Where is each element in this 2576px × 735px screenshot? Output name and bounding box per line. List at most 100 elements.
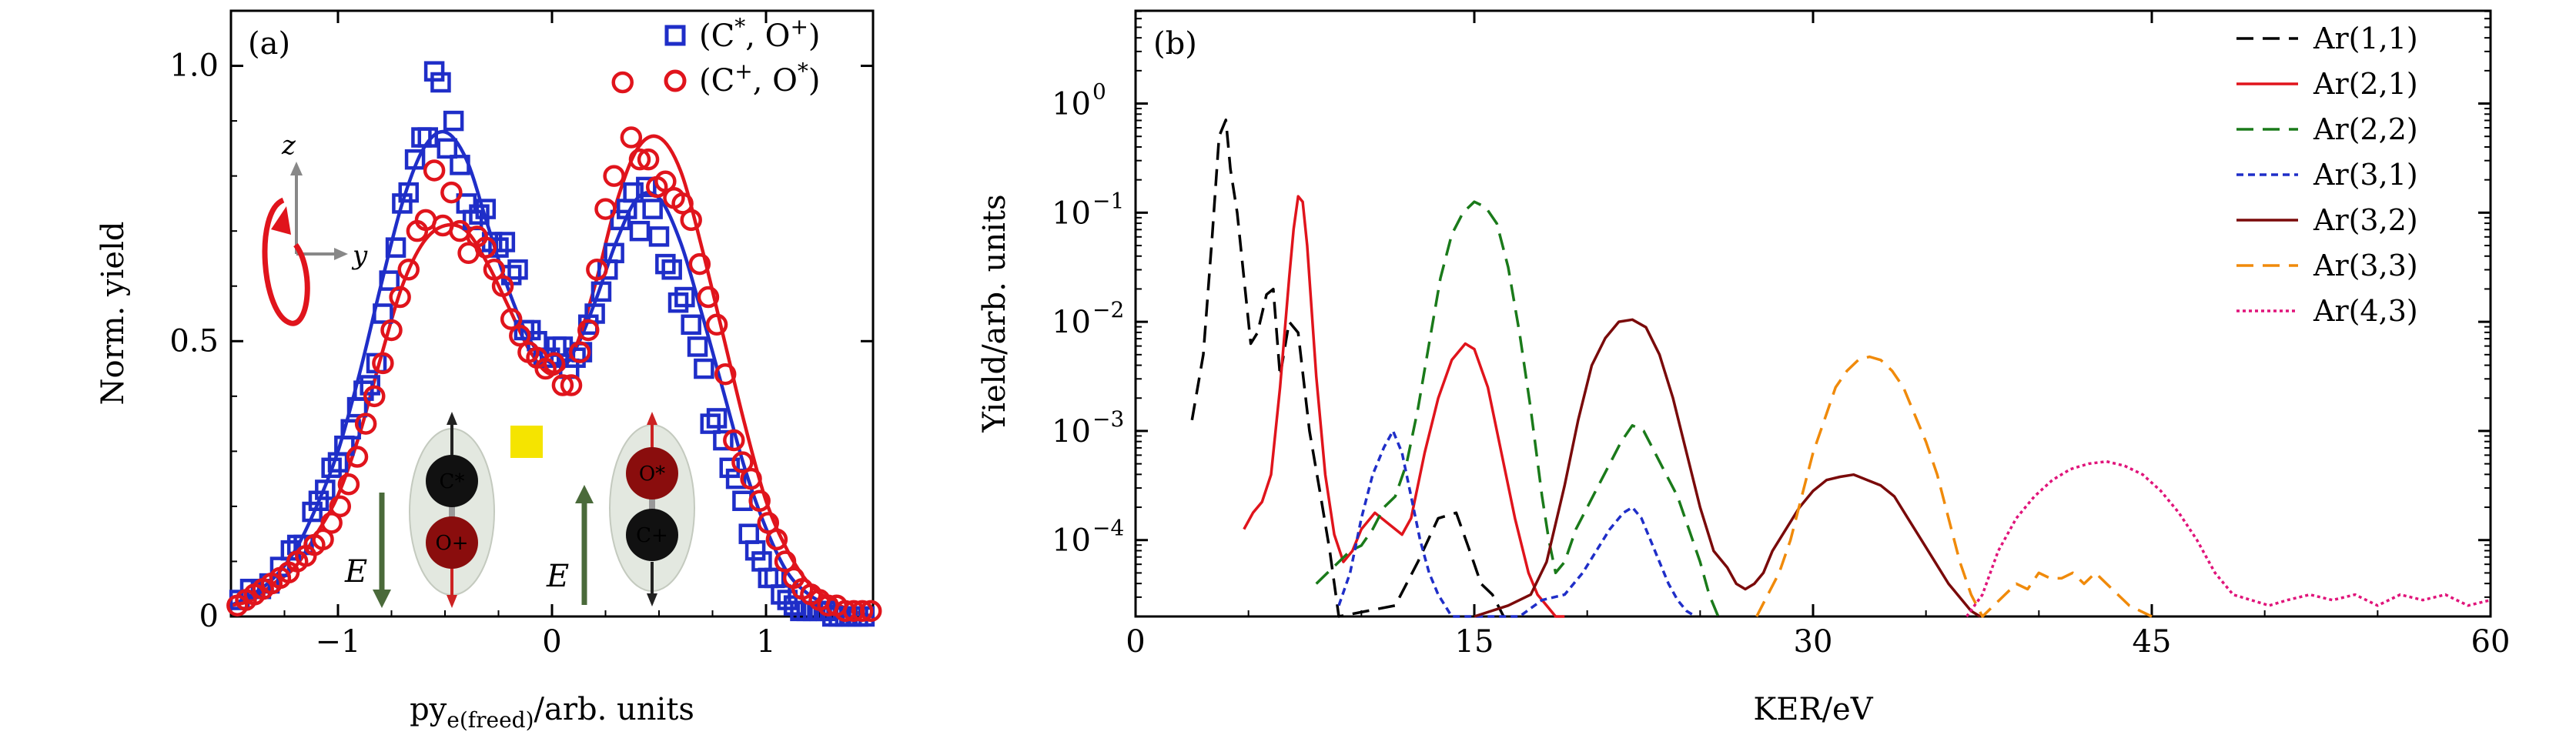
data-marker-square xyxy=(719,457,740,479)
field-label-right: E xyxy=(546,559,569,594)
data-marker-square xyxy=(520,319,541,341)
data-marker-square xyxy=(674,286,695,308)
y-tick-label: 0.5 xyxy=(169,323,219,359)
data-marker-circle xyxy=(723,429,745,452)
panel-a-y-axis-label: Norm. yield xyxy=(95,221,131,405)
series-line-ar-2-1- xyxy=(1243,195,1565,618)
data-marker-circle xyxy=(748,489,771,513)
data-marker-square xyxy=(494,232,516,252)
rotation-arrowhead-icon xyxy=(271,206,291,235)
inset-y-arrowhead xyxy=(334,248,348,260)
data-marker-square xyxy=(751,551,772,572)
molecule-c-star-o-plus: C* O+ xyxy=(409,412,495,608)
data-marker-square xyxy=(661,259,682,280)
molecule-down-arrowhead xyxy=(647,593,657,606)
legend-entry-c-star-o-plus: (C*, O+) xyxy=(699,14,821,54)
data-marker-square xyxy=(623,182,644,203)
data-marker-circle xyxy=(389,286,411,309)
atom-label-c-star: C* xyxy=(440,470,465,493)
data-marker-square xyxy=(302,501,323,523)
data-marker-square xyxy=(539,347,560,368)
field-arrow-up: E xyxy=(546,485,594,605)
data-marker-square xyxy=(636,176,657,198)
y-tick-label: 10 xyxy=(1052,523,1091,559)
data-marker-circle xyxy=(603,165,625,187)
data-marker-circle xyxy=(312,528,334,551)
series-line-ar-3-3- xyxy=(1755,355,2153,618)
legend-label: Ar(2,1) xyxy=(2313,67,2418,101)
data-marker-square xyxy=(308,490,330,512)
legend-label: Ar(3,1) xyxy=(2313,158,2418,192)
data-marker-circle xyxy=(440,181,463,204)
panel-a-x-axis-label-sub: e(freed) xyxy=(447,707,534,733)
data-marker-square xyxy=(392,193,413,214)
legend-entry-c-plus-o-star: (C+, O*) xyxy=(699,58,821,99)
data-marker-circle xyxy=(594,198,617,220)
data-marker-square xyxy=(475,199,497,219)
x-tick-label: 1 xyxy=(756,624,775,660)
data-marker-circle xyxy=(586,259,608,281)
data-marker-square xyxy=(239,578,261,600)
rotation-axes-inset: z y xyxy=(262,130,368,326)
data-marker-square xyxy=(700,413,721,434)
inset-y-label: y xyxy=(351,240,368,271)
data-marker-square xyxy=(469,204,490,225)
data-marker-square xyxy=(667,292,689,313)
y-tick-exponent: −4 xyxy=(1092,516,1124,541)
data-marker-circle xyxy=(628,148,651,171)
data-marker-square xyxy=(694,358,714,379)
data-marker-square xyxy=(507,259,528,280)
data-marker-square xyxy=(430,72,451,93)
data-marker-circle xyxy=(620,126,643,149)
data-marker-circle xyxy=(500,308,523,330)
panel-b-y-axis-label: Yield/arb. units xyxy=(977,195,1012,433)
x-tick-label: −1 xyxy=(316,624,361,660)
panel-b-legend: Ar(1,1) Ar(2,1) Ar(2,2) Ar(3,1) Ar(3,2) Ar(3,… xyxy=(2236,22,2418,328)
data-marker-square xyxy=(655,253,676,275)
molecule-up-arrowhead xyxy=(647,412,657,425)
data-marker-square xyxy=(423,61,445,82)
panel-a-ticks: −1 0 1 0 0.5 1.0 xyxy=(169,10,874,660)
series-line-ar-3-1- xyxy=(1337,429,1697,618)
data-marker-circle xyxy=(380,319,403,342)
data-marker-square xyxy=(764,567,785,589)
data-marker-circle xyxy=(731,451,754,473)
data-marker-circle xyxy=(337,473,360,496)
data-marker-square xyxy=(777,590,798,610)
data-marker-circle xyxy=(543,352,566,375)
atom-label-o-star: O* xyxy=(639,463,665,486)
data-marker-circle xyxy=(483,259,506,281)
data-marker-circle xyxy=(372,352,394,375)
data-marker-circle xyxy=(346,446,369,468)
data-marker-square xyxy=(404,149,426,170)
data-marker-square xyxy=(648,226,670,247)
y-tick-exponent: −2 xyxy=(1092,297,1124,322)
data-marker-circle xyxy=(680,209,702,232)
legend-label: Ar(3,3) xyxy=(2313,249,2418,282)
data-marker-circle xyxy=(577,319,600,342)
data-marker-circle xyxy=(765,528,788,551)
legend-marker-square xyxy=(664,25,686,46)
x-tick-label: 60 xyxy=(2471,624,2511,660)
series-line-ar-3-2- xyxy=(1474,318,1982,618)
molecule-down-arrowhead xyxy=(447,595,457,608)
data-marker-square xyxy=(417,127,439,148)
data-marker-square xyxy=(738,523,760,544)
data-marker-square xyxy=(450,155,470,175)
panel-b-frame xyxy=(1134,9,2492,618)
data-marker-square xyxy=(681,314,701,336)
data-marker-square xyxy=(713,429,734,451)
panel-a-markers xyxy=(226,61,882,627)
x-tick-label: 0 xyxy=(542,624,561,660)
data-marker-circle xyxy=(705,313,728,336)
molecule-bond xyxy=(449,493,455,523)
data-marker-circle xyxy=(859,600,882,623)
atom-oxygen xyxy=(426,516,478,569)
data-marker-square xyxy=(706,408,728,429)
data-marker-square xyxy=(385,237,406,258)
panel-b-series-lines xyxy=(1190,119,2491,618)
panel-a-x-axis-label: pye(freed)/arb. units xyxy=(410,692,694,733)
data-marker-circle xyxy=(560,374,583,396)
